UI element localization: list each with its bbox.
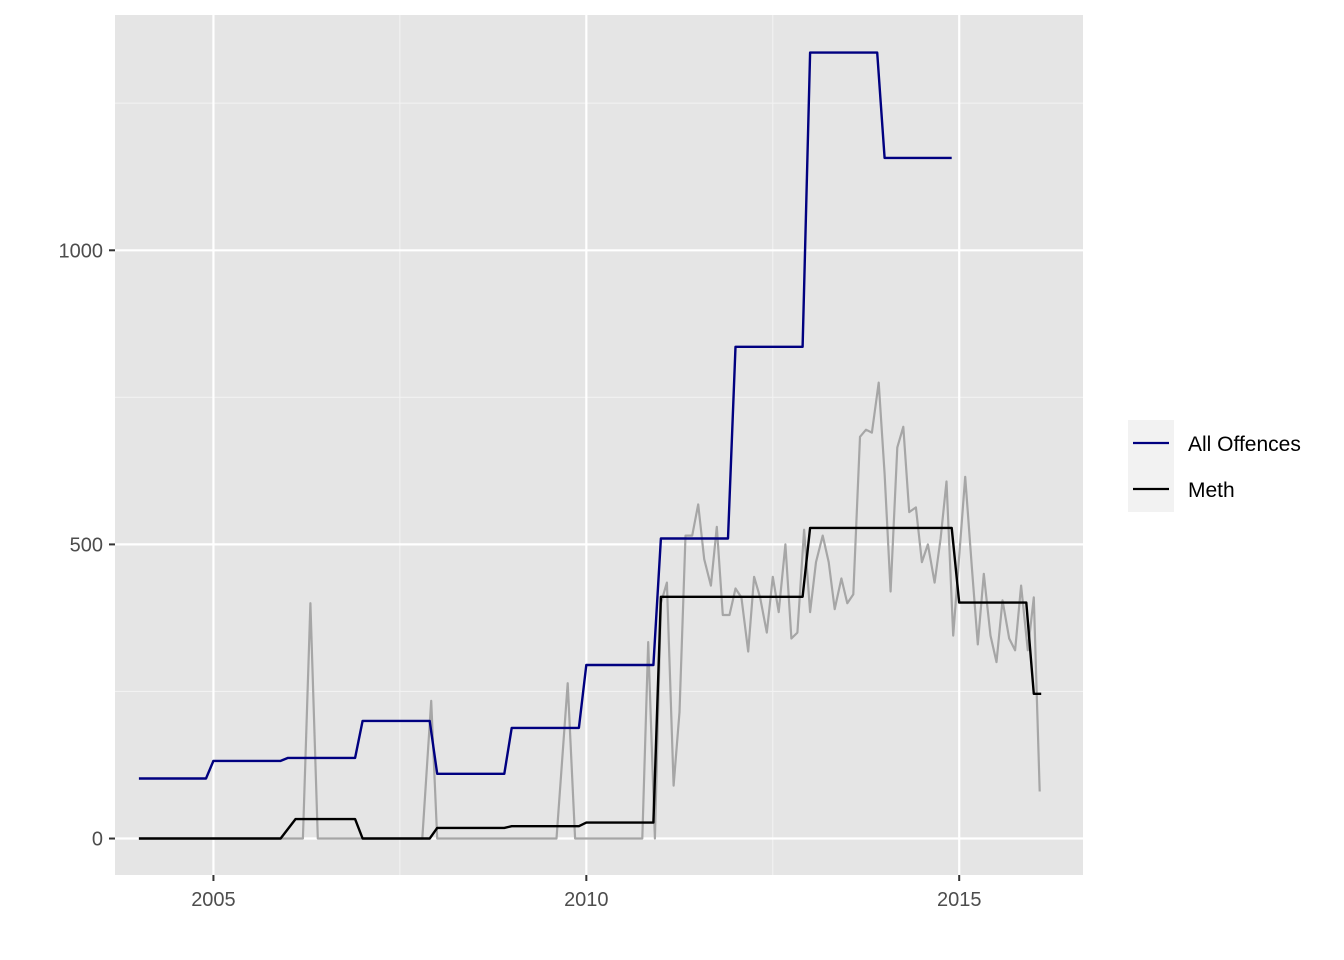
y-tick-label: 0 (92, 829, 103, 851)
legend: All Offences Meth (1128, 420, 1301, 512)
axis-ticks (109, 249, 961, 881)
y-tick-label: 500 (70, 534, 103, 556)
x-tick-label: 2010 (564, 889, 609, 911)
meth-line (138, 526, 1042, 840)
y-tick-label: 1000 (59, 240, 104, 262)
series-layer (138, 51, 1042, 840)
legend-label-all-offences: All Offences (1188, 433, 1301, 456)
axis-labels: 2005 2010 2015 0 500 1000 (59, 240, 982, 911)
monthly-count-line (138, 381, 1041, 840)
grid-minor (115, 15, 1083, 875)
x-tick-label: 2015 (937, 889, 982, 911)
plot-panel (115, 15, 1083, 875)
x-tick-label: 2005 (191, 889, 236, 911)
legend-label-meth: Meth (1188, 479, 1235, 502)
all-offences-line (138, 51, 952, 780)
